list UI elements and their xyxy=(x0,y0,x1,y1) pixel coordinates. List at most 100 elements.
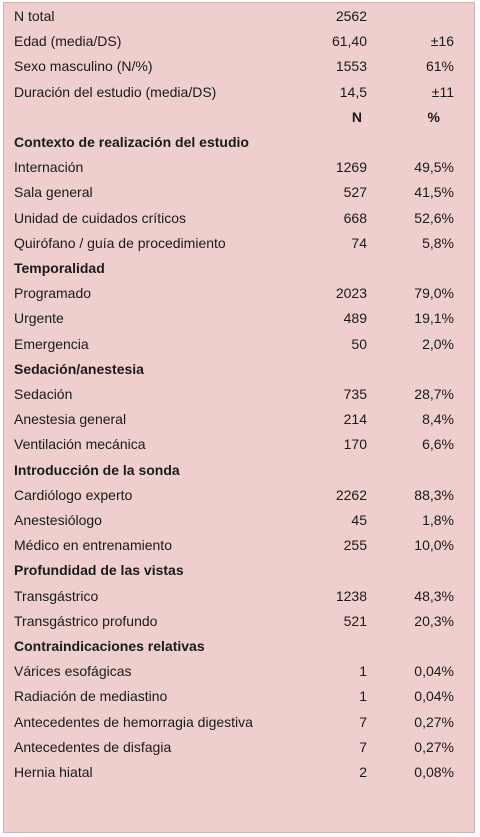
row-label: N total xyxy=(14,8,55,24)
row-pct: 61% xyxy=(425,58,454,75)
row-n: 527 xyxy=(343,184,367,201)
summary-row-total: N total 2562 xyxy=(4,8,474,33)
section-title-profundidad: Profundidad de las vistas xyxy=(4,562,474,587)
table-row: Programado 2023 79,0% xyxy=(4,285,474,310)
row-n: 45 xyxy=(351,512,367,528)
table-row: Transgástrico 1238 48,3% xyxy=(4,588,474,613)
row-label: Transgástrico profundo xyxy=(14,612,158,629)
row-pct: 6,6% xyxy=(422,436,454,453)
row-label: Várices esofágicas xyxy=(14,663,132,680)
section-title-introduccion: Introducción de la sonda xyxy=(4,462,474,487)
section-title: Profundidad de las vistas xyxy=(14,562,184,579)
row-label: Sedación xyxy=(14,386,73,402)
row-pct: 0,04% xyxy=(414,663,454,680)
table-row: Sala general 527 41,5% xyxy=(4,184,474,209)
table-row: Radiación de mediastino 1 0,04% xyxy=(4,688,474,713)
row-pct: 0,27% xyxy=(414,713,454,730)
row-n: 50 xyxy=(351,335,367,352)
row-n: 61,40 xyxy=(331,33,367,50)
row-pct: 10,0% xyxy=(414,537,454,554)
row-label: Ventilación mecánica xyxy=(14,436,146,453)
table-row: Emergencia 50 2,0% xyxy=(4,336,474,361)
row-n: 7 xyxy=(359,738,367,755)
row-pct: 19,1% xyxy=(414,310,454,327)
data-table: N total 2562 Edad (media/DS) 61,40 ±16 S… xyxy=(3,2,475,833)
row-label: Cardiólogo experto xyxy=(14,486,133,503)
row-label: Hernia hiatal xyxy=(14,764,93,780)
row-n: 7 xyxy=(359,713,367,730)
row-label: Antecedentes de disfagia xyxy=(14,738,172,755)
row-pct: 2,0% xyxy=(422,335,454,352)
row-n: 1269 xyxy=(335,159,367,176)
row-label: Duración del estudio (media/DS) xyxy=(14,83,217,100)
row-n: 735 xyxy=(343,386,367,402)
summary-row-duration: Duración del estudio (media/DS) 14,5 ±11 xyxy=(4,84,474,109)
row-pct: 52,6% xyxy=(414,209,454,226)
row-n: 1 xyxy=(359,688,367,705)
row-n: 2562 xyxy=(335,8,367,24)
row-n: 1238 xyxy=(335,587,367,604)
section-title: Contexto de realización del estudio xyxy=(14,134,249,150)
row-pct: 20,3% xyxy=(414,612,454,629)
section-title-sedacion: Sedación/anestesia xyxy=(4,361,474,386)
table-row: Internación 1269 49,5% xyxy=(4,159,474,184)
summary-row-age: Edad (media/DS) 61,40 ±16 xyxy=(4,33,474,58)
table-row: Unidad de cuidados críticos 668 52,6% xyxy=(4,210,474,235)
table-row: Urgente 489 19,1% xyxy=(4,310,474,335)
row-pct: ±11 xyxy=(431,83,454,100)
row-pct: 5,8% xyxy=(422,234,454,251)
row-pct: 0,08% xyxy=(414,764,454,780)
table-row: Anestesia general 214 8,4% xyxy=(4,411,474,436)
column-header-pct: % xyxy=(427,108,440,125)
section-title-contraindicaciones: Contraindicaciones relativas xyxy=(4,638,474,663)
row-label: Emergencia xyxy=(14,335,89,352)
row-pct: 41,5% xyxy=(414,184,454,201)
section-title: Sedación/anestesia xyxy=(14,360,144,377)
row-label: Anestesiólogo xyxy=(14,512,102,528)
row-label: Quirófano / guía de procedimiento xyxy=(14,234,226,251)
row-pct: 28,7% xyxy=(414,386,454,402)
row-pct: 0,27% xyxy=(414,738,454,755)
table-row: Anestesiólogo 45 1,8% xyxy=(4,512,474,537)
row-n: 14,5 xyxy=(339,83,367,100)
row-pct: 88,3% xyxy=(414,486,454,503)
row-label: Antecedentes de hemorragia digestiva xyxy=(14,713,253,730)
table-row: Médico en entrenamiento 255 10,0% xyxy=(4,537,474,562)
section-title-contexto: Contexto de realización del estudio xyxy=(4,134,474,159)
row-n: 2023 xyxy=(335,285,367,302)
row-n: 1553 xyxy=(335,58,367,75)
row-label: Radiación de mediastino xyxy=(14,688,168,705)
row-pct: 49,5% xyxy=(414,159,454,176)
row-n: 668 xyxy=(343,209,367,226)
row-n: 255 xyxy=(343,537,367,554)
table-row: Sedación 735 28,7% xyxy=(4,386,474,411)
row-label: Edad (media/DS) xyxy=(14,33,122,50)
row-n: 170 xyxy=(343,436,367,453)
summary-row-sex: Sexo masculino (N/%) 1553 61% xyxy=(4,58,474,83)
row-pct: 48,3% xyxy=(414,587,454,604)
table-row: Ventilación mecánica 170 6,6% xyxy=(4,436,474,461)
row-pct: 0,04% xyxy=(414,688,454,705)
table-row: Antecedentes de disfagia 7 0,27% xyxy=(4,739,474,764)
section-title: Contraindicaciones relativas xyxy=(14,638,205,654)
row-n: 2262 xyxy=(335,486,367,503)
row-label: Urgente xyxy=(14,310,64,327)
section-title-temporalidad: Temporalidad xyxy=(4,260,474,285)
row-n: 1 xyxy=(359,663,367,680)
row-pct: ±16 xyxy=(430,33,454,50)
row-n: 2 xyxy=(359,764,367,780)
column-header-row: N % xyxy=(4,109,474,134)
table-row: Antecedentes de hemorragia digestiva 7 0… xyxy=(4,714,474,739)
row-label: Unidad de cuidados críticos xyxy=(14,209,186,226)
table-row: Hernia hiatal 2 0,08% xyxy=(4,764,474,789)
row-label: Internación xyxy=(14,159,84,176)
table-row: Transgástrico profundo 521 20,3% xyxy=(4,613,474,638)
row-n: 214 xyxy=(343,411,367,428)
row-pct: 1,8% xyxy=(422,512,454,528)
row-pct: 79,0% xyxy=(414,285,454,302)
row-label: Sala general xyxy=(14,184,93,201)
row-label: Médico en entrenamiento xyxy=(14,537,172,554)
row-pct: 8,4% xyxy=(422,411,454,428)
table-row: Várices esofágicas 1 0,04% xyxy=(4,663,474,688)
row-label: Sexo masculino (N/%) xyxy=(14,58,153,75)
